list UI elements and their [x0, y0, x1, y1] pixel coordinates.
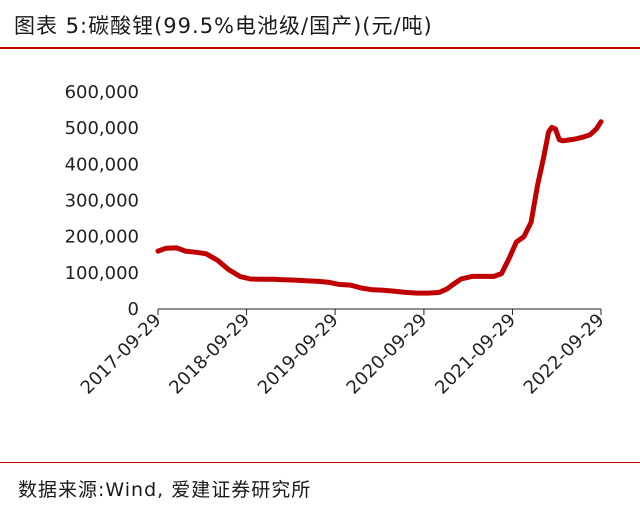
x-tick-label: 2021-09-29: [431, 310, 520, 399]
chart-title: 图表 5:碳酸锂(99.5%电池级/国产)(元/吨): [14, 14, 433, 38]
series-line: [155, 119, 604, 296]
source-note: 数据来源:Wind, 爱建证券研究所: [18, 479, 312, 501]
x-tick-label: 2018-09-29: [165, 310, 254, 399]
y-tick-label: 600,000: [65, 82, 139, 103]
source-divider: [0, 462, 640, 463]
y-tick-label: 0: [128, 299, 139, 320]
title-divider: [0, 47, 640, 49]
line-chart: 0 100,000 200,000 300,000 400,000 500,000 600,…: [65, 82, 609, 399]
x-tick-label: 2020-09-29: [343, 310, 432, 399]
x-tick-label: 2019-09-29: [254, 310, 343, 399]
y-axis: 0 100,000 200,000 300,000 400,000 500,000 600,…: [65, 82, 139, 320]
x-tick-label: 2017-09-29: [77, 310, 166, 399]
y-tick-label: 300,000: [65, 191, 139, 212]
y-tick-label: 100,000: [65, 263, 139, 284]
y-tick-label: 200,000: [65, 227, 139, 248]
y-tick-label: 400,000: [65, 154, 139, 175]
series-layer: [155, 119, 604, 296]
x-tick-label: 2022-09-29: [520, 310, 609, 399]
y-tick-label: 500,000: [65, 118, 139, 139]
x-axis: 2017-09-29 2018-09-29 2019-09-29 2020-09-29…: [77, 308, 609, 399]
